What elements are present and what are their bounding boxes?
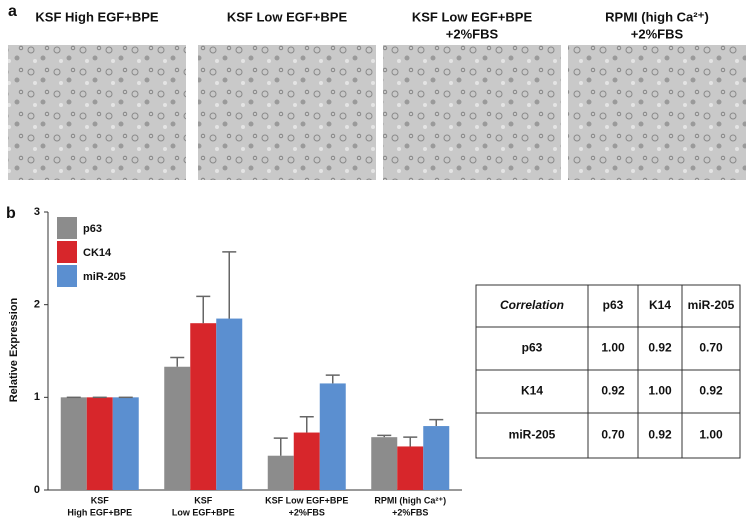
table-header: miR-205 xyxy=(688,298,735,312)
table-cell: 0.92 xyxy=(601,384,625,398)
error-bar xyxy=(325,374,340,384)
table-border xyxy=(475,284,741,459)
error-bar xyxy=(299,416,314,433)
y-axis-label: Relative Expression xyxy=(8,297,20,402)
table-cell: 0.70 xyxy=(699,341,723,355)
x-tick-label: +2%FBS xyxy=(289,507,325,517)
error-bar xyxy=(222,251,237,319)
table-header: p63 xyxy=(603,298,624,312)
table-header: K14 xyxy=(649,298,671,312)
image-caption: KSF Low EGF+BPE xyxy=(227,9,348,24)
x-tick-label: Low EGF+BPE xyxy=(172,507,235,517)
micrograph xyxy=(568,45,746,180)
bar xyxy=(164,366,191,490)
x-tick-label: High EGF+BPE xyxy=(67,507,132,517)
error-bar xyxy=(403,436,418,447)
micrograph xyxy=(8,45,186,180)
error-bar xyxy=(170,356,185,367)
table-cell: 1.00 xyxy=(601,341,625,355)
bar xyxy=(190,323,217,490)
panel-label: a xyxy=(8,3,17,20)
image-caption: +2%FBS xyxy=(446,26,499,41)
x-tick-label: +2%FBS xyxy=(392,507,428,517)
micrograph xyxy=(383,45,561,180)
bar xyxy=(397,446,424,490)
micrograph xyxy=(198,45,376,180)
table-cell: miR-205 xyxy=(509,428,556,442)
legend-label: miR-205 xyxy=(83,271,126,283)
y-tick-label: 1 xyxy=(34,391,40,403)
table-cell: 0.92 xyxy=(648,428,672,442)
table-cell: 1.00 xyxy=(648,384,672,398)
image-caption: RPMI (high Ca²⁺) xyxy=(605,9,709,24)
image-caption: +2%FBS xyxy=(631,26,684,41)
table-cell: p63 xyxy=(522,341,543,355)
x-tick-label: KSF xyxy=(194,495,213,505)
bar xyxy=(293,432,320,490)
x-tick-label: KSF xyxy=(91,495,110,505)
x-tick-label: RPMI (high Ca²⁺) xyxy=(374,495,446,505)
panel-label: b xyxy=(6,205,16,222)
bar xyxy=(371,437,398,490)
error-bar xyxy=(429,418,444,427)
legend-swatch xyxy=(57,241,77,263)
y-tick-label: 3 xyxy=(34,206,40,218)
table-header: Correlation xyxy=(500,298,564,312)
error-bar xyxy=(196,295,211,324)
bar xyxy=(60,397,87,490)
legend-swatch xyxy=(57,217,77,239)
error-bar xyxy=(377,434,392,438)
bar xyxy=(319,383,346,490)
y-tick-label: 2 xyxy=(34,299,40,311)
table-cell: 0.70 xyxy=(601,428,625,442)
table-cell: 0.92 xyxy=(699,384,723,398)
legend-swatch xyxy=(57,265,77,287)
table-cell: 1.00 xyxy=(699,428,723,442)
y-tick-label: 0 xyxy=(34,484,40,496)
legend-label: p63 xyxy=(83,223,102,235)
legend-label: CK14 xyxy=(83,247,112,259)
bar xyxy=(216,318,243,490)
x-tick-label: KSF Low EGF+BPE xyxy=(265,495,348,505)
table-cell: K14 xyxy=(521,384,543,398)
error-bar xyxy=(273,437,288,456)
table-cell: 0.92 xyxy=(648,341,672,355)
image-caption: KSF Low EGF+BPE xyxy=(412,9,533,24)
bar xyxy=(112,397,139,490)
bar xyxy=(423,426,450,490)
image-caption: KSF High EGF+BPE xyxy=(35,9,158,24)
bar xyxy=(267,455,294,490)
bar xyxy=(86,397,113,490)
